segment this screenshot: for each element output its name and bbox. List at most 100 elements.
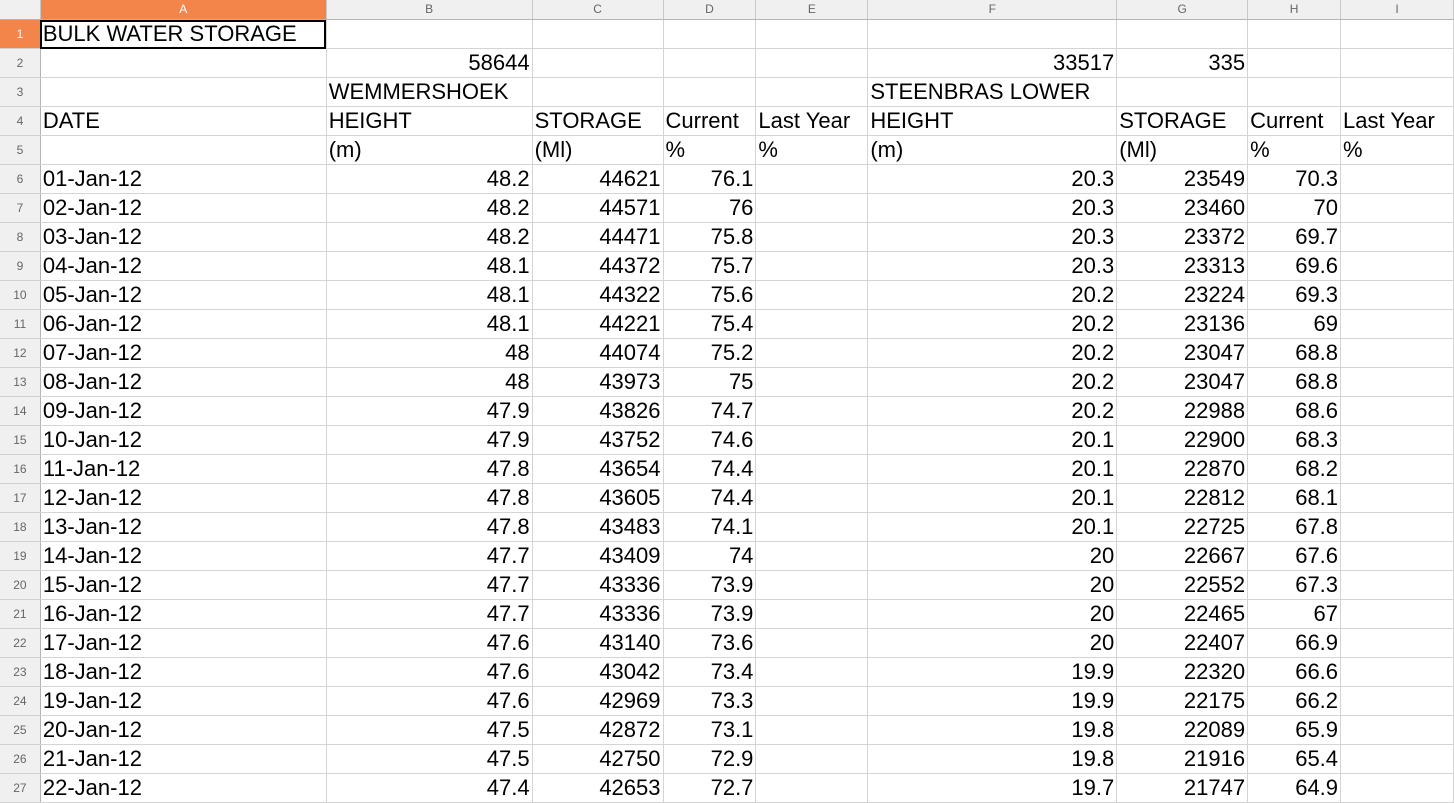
cell-c21[interactable]: 43336 — [532, 599, 664, 629]
cell-c9[interactable]: 44372 — [532, 251, 664, 281]
cell-a2[interactable] — [40, 48, 327, 78]
cell-a8[interactable]: 03-Jan-12 — [40, 222, 327, 252]
cell-b24[interactable]: 47.6 — [326, 686, 533, 716]
cell-b25[interactable]: 47.5 — [326, 715, 533, 745]
cell-h2[interactable] — [1247, 48, 1342, 78]
cell-g5[interactable]: (Ml) — [1116, 135, 1249, 165]
cell-h12[interactable]: 68.8 — [1247, 338, 1342, 368]
cell-h19[interactable]: 67.6 — [1247, 541, 1342, 571]
row-header[interactable]: 1 — [0, 19, 41, 49]
cell-a20[interactable]: 15-Jan-12 — [40, 570, 327, 600]
cell-f13[interactable]: 20.2 — [867, 367, 1118, 397]
row-header[interactable]: 8 — [0, 222, 41, 252]
row-header[interactable]: 26 — [0, 744, 41, 774]
cell-e14[interactable] — [755, 396, 869, 426]
row-header[interactable]: 20 — [0, 570, 41, 600]
cell-a10[interactable]: 05-Jan-12 — [40, 280, 327, 310]
row-header[interactable]: 19 — [0, 541, 41, 571]
cell-d17[interactable]: 74.4 — [663, 483, 757, 513]
cell-a17[interactable]: 12-Jan-12 — [40, 483, 327, 513]
cell-a11[interactable]: 06-Jan-12 — [40, 309, 327, 339]
cell-d14[interactable]: 74.7 — [663, 396, 757, 426]
cell-c17[interactable]: 43605 — [532, 483, 664, 513]
cell-g12[interactable]: 23047 — [1116, 338, 1249, 368]
cell-f3[interactable]: STEENBRAS LOWER — [867, 77, 1118, 107]
cell-b7[interactable]: 48.2 — [326, 193, 533, 223]
row-header[interactable]: 11 — [0, 309, 41, 339]
cell-e3[interactable] — [755, 77, 869, 107]
row-header[interactable]: 23 — [0, 657, 41, 687]
cell-i27[interactable] — [1340, 773, 1454, 803]
cell-e12[interactable] — [755, 338, 869, 368]
column-header-c[interactable]: C — [532, 0, 664, 20]
row-header[interactable]: 17 — [0, 483, 41, 513]
cell-e6[interactable] — [755, 164, 869, 194]
cell-f24[interactable]: 19.9 — [867, 686, 1118, 716]
cell-c10[interactable]: 44322 — [532, 280, 664, 310]
cell-f8[interactable]: 20.3 — [867, 222, 1118, 252]
cell-d1[interactable] — [663, 19, 757, 49]
column-header-g[interactable]: G — [1116, 0, 1249, 20]
cell-g1[interactable] — [1116, 19, 1249, 49]
cell-e19[interactable] — [755, 541, 869, 571]
cell-g15[interactable]: 22900 — [1116, 425, 1249, 455]
cell-g16[interactable]: 22870 — [1116, 454, 1249, 484]
cell-e1[interactable] — [755, 19, 869, 49]
cell-h18[interactable]: 67.8 — [1247, 512, 1342, 542]
row-header[interactable]: 2 — [0, 48, 41, 78]
cell-b4[interactable]: HEIGHT — [326, 106, 533, 136]
column-header-a[interactable]: A — [40, 0, 327, 20]
cell-i7[interactable] — [1340, 193, 1454, 223]
cell-f12[interactable]: 20.2 — [867, 338, 1118, 368]
cell-c4[interactable]: STORAGE — [532, 106, 664, 136]
cell-g17[interactable]: 22812 — [1116, 483, 1249, 513]
cell-b11[interactable]: 48.1 — [326, 309, 533, 339]
cell-i8[interactable] — [1340, 222, 1454, 252]
row-header[interactable]: 14 — [0, 396, 41, 426]
cell-b27[interactable]: 47.4 — [326, 773, 533, 803]
cell-i15[interactable] — [1340, 425, 1454, 455]
cell-h21[interactable]: 67 — [1247, 599, 1342, 629]
cell-i11[interactable] — [1340, 309, 1454, 339]
select-all-corner[interactable] — [0, 0, 41, 20]
cell-d18[interactable]: 74.1 — [663, 512, 757, 542]
cell-f1[interactable] — [867, 19, 1118, 49]
cell-b17[interactable]: 47.8 — [326, 483, 533, 513]
row-header[interactable]: 18 — [0, 512, 41, 542]
cell-h15[interactable]: 68.3 — [1247, 425, 1342, 455]
cell-f27[interactable]: 19.7 — [867, 773, 1118, 803]
cell-f10[interactable]: 20.2 — [867, 280, 1118, 310]
cell-i5[interactable]: % — [1340, 135, 1454, 165]
cell-a21[interactable]: 16-Jan-12 — [40, 599, 327, 629]
cell-b18[interactable]: 47.8 — [326, 512, 533, 542]
column-header-i[interactable]: I — [1340, 0, 1454, 20]
cell-d16[interactable]: 74.4 — [663, 454, 757, 484]
cell-e9[interactable] — [755, 251, 869, 281]
row-header[interactable]: 7 — [0, 193, 41, 223]
cell-i9[interactable] — [1340, 251, 1454, 281]
cell-d5[interactable]: % — [663, 135, 757, 165]
cell-e16[interactable] — [755, 454, 869, 484]
cell-c1[interactable] — [532, 19, 664, 49]
cell-e4[interactable]: Last Year — [755, 106, 869, 136]
cell-h10[interactable]: 69.3 — [1247, 280, 1342, 310]
cell-b6[interactable]: 48.2 — [326, 164, 533, 194]
cell-e25[interactable] — [755, 715, 869, 745]
row-header[interactable]: 3 — [0, 77, 41, 107]
cell-a26[interactable]: 21-Jan-12 — [40, 744, 327, 774]
cell-a1[interactable]: BULK WATER STORAGE — [40, 19, 327, 49]
cell-h5[interactable]: % — [1247, 135, 1342, 165]
cell-d9[interactable]: 75.7 — [663, 251, 757, 281]
cell-a14[interactable]: 09-Jan-12 — [40, 396, 327, 426]
cell-g22[interactable]: 22407 — [1116, 628, 1249, 658]
cell-e17[interactable] — [755, 483, 869, 513]
cell-e13[interactable] — [755, 367, 869, 397]
cell-e11[interactable] — [755, 309, 869, 339]
cell-f17[interactable]: 20.1 — [867, 483, 1118, 513]
cell-h13[interactable]: 68.8 — [1247, 367, 1342, 397]
cell-h6[interactable]: 70.3 — [1247, 164, 1342, 194]
cell-h11[interactable]: 69 — [1247, 309, 1342, 339]
cell-e15[interactable] — [755, 425, 869, 455]
cell-i19[interactable] — [1340, 541, 1454, 571]
cell-d22[interactable]: 73.6 — [663, 628, 757, 658]
